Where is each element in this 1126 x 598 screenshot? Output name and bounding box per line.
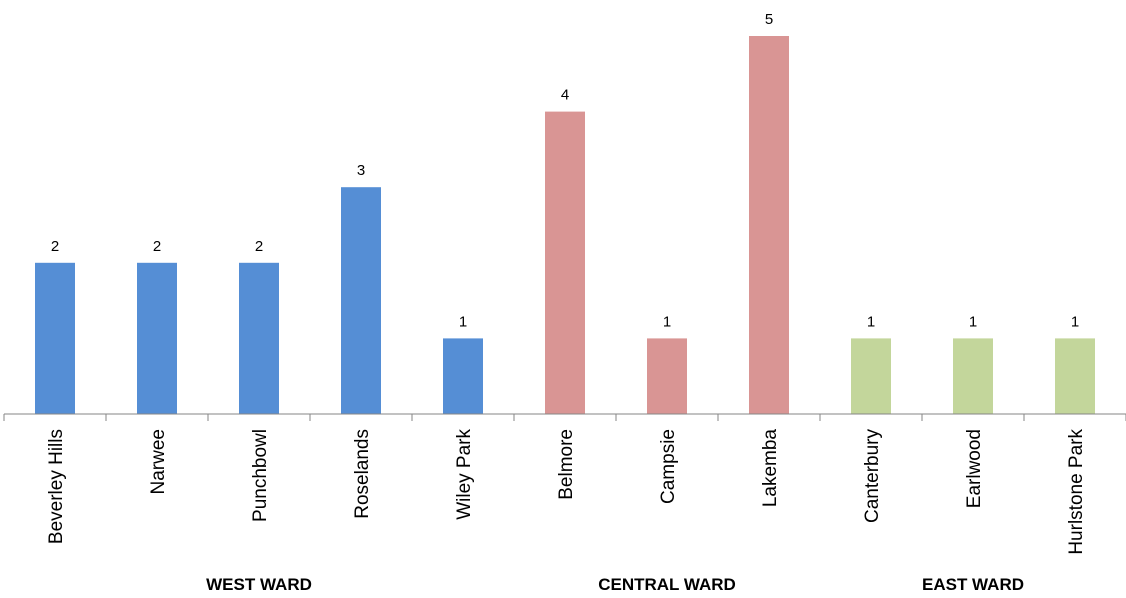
bar-beverley-hills: [35, 262, 75, 414]
category-label-roselands: Roselands: [352, 429, 373, 519]
category-label-beverley-hills: Beverley Hills: [46, 429, 67, 544]
bar-hurlstone-park: [1055, 338, 1095, 414]
data-label-narwee: 2: [153, 238, 161, 255]
data-label-belmore: 4: [561, 87, 569, 104]
category-label-canterbury: Canterbury: [862, 429, 883, 523]
bar-earlwood: [953, 338, 993, 414]
bar-canterbury: [851, 338, 891, 414]
data-label-campsie: 1: [663, 313, 671, 330]
category-label-belmore: Belmore: [556, 429, 577, 500]
data-label-punchbowl: 2: [255, 238, 263, 255]
category-label-campsie: Campsie: [658, 429, 679, 504]
x-axis: [3, 413, 1126, 421]
category-label-earlwood: Earlwood: [964, 429, 985, 508]
bar-narwee: [137, 262, 177, 414]
data-labels: 2 2 2 3 1 4 1 5 1 1 1: [51, 11, 1079, 330]
data-label-earlwood: 1: [969, 313, 977, 330]
bar-lakemba: [749, 36, 789, 414]
bars: [35, 36, 1095, 414]
ward-label-west-ward: WEST WARD: [206, 575, 312, 594]
category-label-lakemba: Lakemba: [760, 429, 781, 508]
bar-campsie: [647, 338, 687, 414]
data-label-lakemba: 5: [765, 11, 773, 28]
category-label-wiley-park: Wiley Park: [454, 429, 475, 520]
data-label-wiley-park: 1: [459, 313, 467, 330]
category-label-narwee: Narwee: [148, 429, 169, 494]
ward-label-central-ward: CENTRAL WARD: [598, 575, 736, 594]
bar-belmore: [545, 111, 585, 414]
bar-punchbowl: [239, 262, 279, 414]
category-label-punchbowl: Punchbowl: [250, 429, 271, 522]
data-label-beverley-hills: 2: [51, 238, 59, 255]
category-label-hurlstone-park: Hurlstone Park: [1066, 429, 1087, 555]
data-label-roselands: 3: [357, 162, 365, 179]
ward-label-east-ward: EAST WARD: [922, 575, 1024, 594]
ward-labels: WEST WARD CENTRAL WARD EAST WARD: [206, 575, 1024, 594]
data-label-hurlstone-park: 1: [1071, 313, 1079, 330]
bar-roselands: [341, 187, 381, 414]
bar-wiley-park: [443, 338, 483, 414]
category-labels: Beverley Hills Narwee Punchbowl Roselands Wi…: [46, 429, 1087, 555]
data-label-canterbury: 1: [867, 313, 875, 330]
